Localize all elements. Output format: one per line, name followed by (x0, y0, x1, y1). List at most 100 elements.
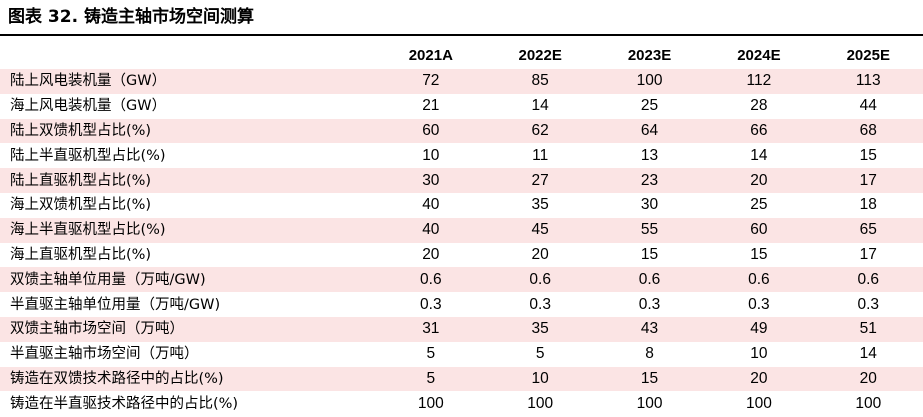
table-cell: 18 (859, 196, 877, 214)
table-cell: 44 (859, 97, 877, 115)
table-cell: 100 (417, 394, 444, 412)
table-row: 双馈主轴单位用量（万吨/GW) 0.6 0.6 0.6 0.6 0.6 (0, 267, 923, 293)
table-cell: 20 (704, 366, 814, 392)
table-cell: 27 (485, 168, 595, 193)
table-cell: 43 (594, 316, 705, 342)
table-cell: 62 (485, 118, 595, 144)
table-cell: 60 (376, 118, 486, 144)
table-cell: 14 (531, 97, 549, 115)
table-cell: 20 (704, 168, 814, 193)
table-cell: 15 (859, 146, 877, 164)
table-row: 陆上直驱机型占比(%) 30 27 23 20 17 (0, 168, 923, 193)
row-label: 海上风电装机量（GW） (10, 98, 167, 115)
table-cell: 68 (813, 118, 923, 144)
table-cell: 30 (376, 168, 486, 193)
row-label: 双馈主轴单位用量（万吨/GW) (0, 267, 377, 293)
header-label-cell (0, 42, 376, 69)
table-cell: 0.3 (420, 295, 442, 313)
table-cell: 35 (531, 196, 549, 214)
table-row: 海上双馈机型占比(%) 40 35 30 25 18 (0, 193, 923, 218)
table-row: 半直驱主轴市场空间（万吨） 5 5 8 10 14 (0, 342, 923, 367)
table-cell: 40 (376, 217, 486, 243)
table-cell: 60 (704, 217, 814, 243)
table-cell: 0.6 (704, 267, 814, 293)
table-row: 海上直驱机型占比(%) 20 20 15 15 17 (0, 243, 923, 268)
row-label: 海上直驱机型占比(%) (10, 246, 152, 263)
table-cell: 35 (485, 316, 595, 342)
row-label: 海上双馈机型占比(%) (10, 197, 152, 214)
row-label: 陆上半直驱机型占比(%) (10, 147, 166, 164)
table-cell: 100 (855, 394, 882, 412)
table-cell: 15 (750, 245, 768, 263)
table-cell: 85 (485, 69, 595, 94)
column-header: 2023E (627, 47, 672, 64)
table-cell: 66 (704, 118, 814, 144)
column-header: 2021A (408, 47, 453, 64)
table-cell: 0.3 (748, 295, 770, 313)
table-cell: 25 (640, 97, 659, 115)
table-cell: 40 (422, 196, 440, 214)
table-cell: 65 (813, 217, 923, 243)
column-header: 2022E (518, 47, 562, 64)
table-cell: 14 (750, 146, 768, 164)
data-table: 2021A 2022E 2023E 2024E 2025E 陆上风电装机量（GW… (0, 42, 923, 416)
table-cell: 100 (745, 394, 772, 412)
table-cell: 15 (640, 245, 659, 263)
row-label: 半直驱主轴单位用量（万吨/GW) (10, 296, 221, 313)
table-cell: 51 (813, 316, 923, 342)
table-cell: 28 (750, 97, 768, 115)
table-cell: 5 (426, 345, 436, 363)
table-cell: 45 (485, 217, 595, 243)
table-row: 陆上风电装机量（GW） 72 85 100 112 113 (0, 69, 923, 94)
table-body: 陆上风电装机量（GW） 72 85 100 112 113 海上风电装机量（GW） 21 14 2… (0, 69, 923, 416)
table-cell: 72 (376, 69, 486, 94)
table-cell: 10 (750, 345, 768, 363)
table-cell: 0.3 (529, 295, 551, 313)
row-label: 铸造在半直驱技术路径中的占比(%) (10, 395, 239, 412)
table-cell: 49 (704, 316, 814, 342)
table-cell: 10 (422, 146, 440, 164)
header-row: 2021A 2022E 2023E 2024E 2025E (0, 42, 923, 69)
row-label: 双馈主轴市场空间（万吨） (0, 316, 377, 342)
table-row: 半直驱主轴单位用量（万吨/GW) 0.3 0.3 0.3 0.3 0.3 (0, 292, 923, 317)
table-cell: 112 (704, 69, 814, 94)
table-cell: 20 (813, 366, 923, 392)
page-title: 图表 32. 铸造主轴市场空间测算 (8, 7, 254, 27)
column-header: 2024E (737, 47, 781, 64)
row-label: 海上半直驱机型占比(%) (0, 217, 377, 243)
row-label: 陆上风电装机量（GW） (0, 69, 377, 94)
table-cell: 55 (594, 217, 705, 243)
row-label: 半直驱主轴市场空间（万吨） (10, 346, 199, 363)
table-cell: 0.3 (638, 295, 661, 313)
table-cell: 14 (859, 345, 877, 363)
table-cell: 0.6 (594, 267, 705, 293)
table-cell: 20 (531, 245, 549, 263)
table-cell: 5 (376, 366, 486, 392)
table-cell: 31 (376, 316, 486, 342)
table-row: 海上半直驱机型占比(%) 40 45 55 60 65 (0, 217, 923, 243)
table-cell: 0.3 (857, 295, 880, 313)
table-cell: 21 (422, 97, 440, 115)
table-cell: 8 (645, 345, 654, 363)
table-cell: 100 (636, 394, 663, 412)
table-cell: 15 (594, 366, 705, 392)
table-cell: 64 (594, 118, 705, 144)
table-row: 陆上半直驱机型占比(%) 10 11 13 14 15 (0, 143, 923, 168)
table-row: 铸造在双馈技术路径中的占比(%) 5 10 15 20 20 (0, 366, 923, 392)
title-divider (0, 34, 923, 36)
row-label: 陆上双馈机型占比(%) (0, 118, 377, 144)
row-label: 陆上直驱机型占比(%) (0, 168, 377, 193)
table-cell: 113 (813, 69, 923, 94)
table-cell: 23 (594, 168, 705, 193)
table-cell: 0.6 (376, 267, 486, 293)
column-header: 2025E (846, 47, 890, 64)
table-cell: 5 (535, 345, 545, 363)
table-row: 铸造在半直驱技术路径中的占比(%) 100 100 100 100 100 (0, 391, 923, 416)
table-cell: 20 (422, 245, 440, 263)
table-cell: 0.6 (485, 267, 595, 293)
table-row: 双馈主轴市场空间（万吨） 31 35 43 49 51 (0, 316, 923, 342)
table-cell: 17 (859, 245, 877, 263)
table-cell: 10 (485, 366, 595, 392)
table-cell: 0.6 (813, 267, 923, 293)
table-cell: 13 (640, 146, 659, 164)
